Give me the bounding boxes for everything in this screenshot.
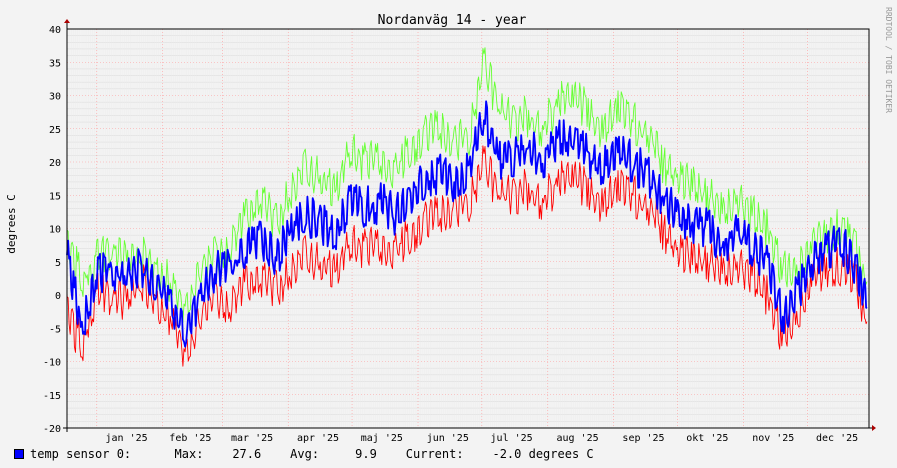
- grid-major: [67, 28, 869, 429]
- legend-unit: degrees C: [528, 447, 594, 461]
- legend: temp sensor 0: Max: 27.6 Avg: 9.9 Curren…: [14, 447, 594, 461]
- x-tick-label: jun '25: [427, 433, 469, 444]
- y-tick-label: 40: [49, 25, 61, 36]
- x-tick-label: feb '25: [169, 433, 211, 444]
- x-tick-label: aug '25: [556, 433, 598, 444]
- legend-avg-value: 9.9: [355, 447, 377, 461]
- series-line-temp-sensor-0: [66, 100, 868, 348]
- y-tick-label: 30: [49, 92, 61, 103]
- y-tick-label: -5: [49, 324, 61, 335]
- x-ticks: jan '25 feb '25 mar '25 apr '25 maj '25 jun '…: [105, 433, 858, 444]
- x-axis-arrow: [872, 425, 876, 431]
- legend-max-value: 27.6: [232, 447, 262, 461]
- x-tick-label: maj '25: [361, 433, 403, 444]
- legend-avg-label: Avg:: [290, 447, 320, 461]
- y-axis-label: degrees C: [5, 194, 18, 254]
- y-tick-label: 0: [55, 291, 61, 302]
- x-tick-label: dec '25: [816, 433, 858, 444]
- y-tick-label: -15: [43, 391, 61, 402]
- chart-title: Nordanväg 14 - year: [378, 13, 527, 28]
- series-line-min: [66, 145, 868, 367]
- y-tick-label: -20: [43, 424, 61, 435]
- x-tick-label: okt '25: [686, 433, 728, 444]
- legend-current-value: -2.0: [492, 447, 522, 461]
- x-tick-label: jan '25: [105, 433, 147, 444]
- y-tick-label: 35: [49, 58, 61, 69]
- legend-swatch: [14, 449, 24, 459]
- x-tick-label: jul '25: [491, 433, 533, 444]
- y-axis-arrow: [64, 19, 70, 23]
- y-tick-label: 5: [55, 258, 61, 269]
- series-layer: [66, 47, 868, 367]
- y-ticks: -20 -15 -10 -5 0 5 10 15 20 25 30 35 40: [43, 25, 61, 435]
- x-tick-label: mar '25: [231, 433, 273, 444]
- y-tick-label: 10: [49, 225, 61, 236]
- x-tick-label: sep '25: [622, 433, 664, 444]
- legend-current-label: Current:: [405, 447, 464, 461]
- y-tick-label: 15: [49, 191, 61, 202]
- x-tick-label: apr '25: [297, 433, 339, 444]
- y-tick-label: 25: [49, 125, 61, 136]
- y-tick-label: -10: [43, 358, 61, 369]
- x-tick-label: nov '25: [752, 433, 794, 444]
- legend-max-label: Max:: [174, 447, 204, 461]
- watermark: RRDTOOL / TOBI OETIKER: [884, 7, 893, 113]
- legend-label: temp sensor 0:: [30, 447, 132, 461]
- y-tick-label: 20: [49, 158, 61, 169]
